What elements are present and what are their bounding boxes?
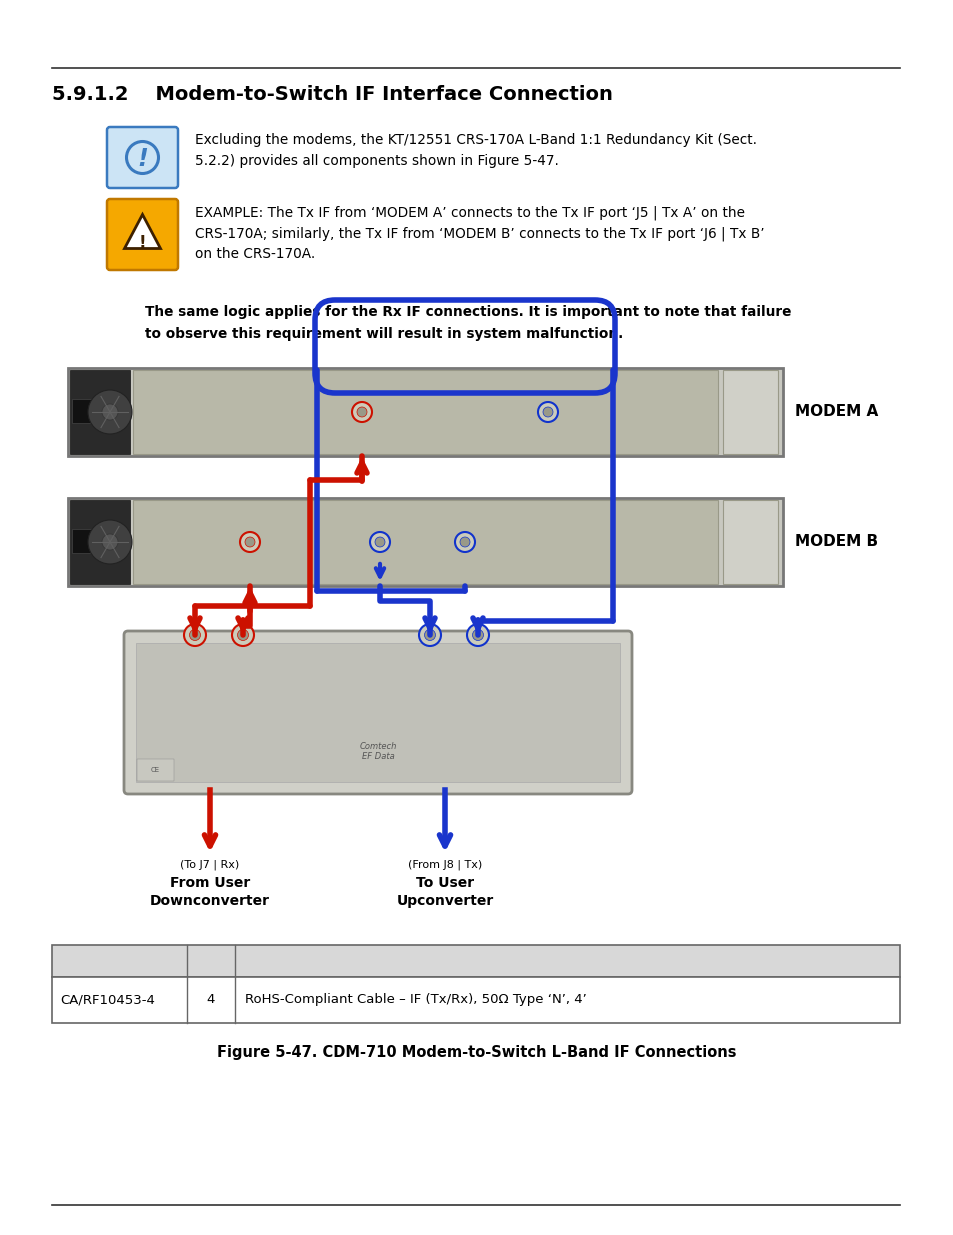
Circle shape	[542, 408, 553, 417]
FancyBboxPatch shape	[68, 368, 782, 456]
Circle shape	[245, 537, 254, 547]
Text: MODEM A: MODEM A	[794, 405, 878, 420]
FancyBboxPatch shape	[52, 945, 899, 977]
Circle shape	[356, 408, 367, 417]
FancyBboxPatch shape	[132, 370, 718, 454]
Circle shape	[88, 390, 132, 433]
Circle shape	[232, 624, 253, 646]
Circle shape	[424, 630, 435, 641]
Polygon shape	[125, 215, 160, 248]
FancyBboxPatch shape	[68, 498, 782, 585]
Text: EXAMPLE: The Tx IF from ‘MODEM A’ connects to the Tx IF port ‘J5 | Tx A’ on the
: EXAMPLE: The Tx IF from ‘MODEM A’ connec…	[194, 205, 763, 261]
Circle shape	[190, 630, 200, 641]
Circle shape	[240, 532, 260, 552]
Text: !: !	[138, 233, 146, 252]
Circle shape	[127, 142, 158, 173]
Text: RoHS-Compliant Cable – IF (Tx/Rx), 50Ω Type ‘N’, 4’: RoHS-Compliant Cable – IF (Tx/Rx), 50Ω T…	[245, 993, 586, 1007]
Circle shape	[418, 624, 440, 646]
FancyBboxPatch shape	[52, 977, 899, 1023]
Circle shape	[184, 624, 206, 646]
Text: !: !	[137, 147, 148, 170]
Circle shape	[370, 532, 390, 552]
FancyBboxPatch shape	[71, 529, 91, 553]
Text: To User
Upconverter: To User Upconverter	[395, 876, 493, 909]
Text: (To J7 | Rx): (To J7 | Rx)	[180, 860, 239, 871]
Circle shape	[102, 404, 118, 420]
FancyBboxPatch shape	[70, 370, 130, 454]
Text: MODEM B: MODEM B	[794, 535, 877, 550]
FancyBboxPatch shape	[107, 199, 178, 270]
Text: From User
Downconverter: From User Downconverter	[150, 876, 270, 909]
Circle shape	[88, 520, 132, 564]
Text: The same logic applies for the Rx IF connections. It is important to note that f: The same logic applies for the Rx IF con…	[145, 305, 791, 341]
Circle shape	[237, 630, 248, 641]
FancyBboxPatch shape	[70, 500, 130, 584]
Text: Excluding the modems, the KT/12551 CRS-170A L-Band 1:1 Redundancy Kit (Sect.
5.2: Excluding the modems, the KT/12551 CRS-1…	[194, 133, 757, 168]
Text: Comtech
EF Data: Comtech EF Data	[359, 741, 396, 761]
Circle shape	[102, 534, 118, 550]
FancyBboxPatch shape	[107, 127, 178, 188]
FancyBboxPatch shape	[722, 370, 778, 454]
Text: 5.9.1.2    Modem-to-Switch IF Interface Connection: 5.9.1.2 Modem-to-Switch IF Interface Con…	[52, 85, 612, 104]
Text: (From J8 | Tx): (From J8 | Tx)	[408, 860, 481, 871]
FancyBboxPatch shape	[132, 500, 718, 584]
Circle shape	[375, 537, 385, 547]
Text: Figure 5-47. CDM-710 Modem-to-Switch L-Band IF Connections: Figure 5-47. CDM-710 Modem-to-Switch L-B…	[217, 1045, 736, 1060]
FancyBboxPatch shape	[136, 643, 619, 782]
Circle shape	[537, 403, 558, 422]
Text: CA/RF10453-4: CA/RF10453-4	[60, 993, 154, 1007]
FancyBboxPatch shape	[71, 399, 91, 424]
FancyBboxPatch shape	[124, 631, 631, 794]
Circle shape	[455, 532, 475, 552]
Text: CE: CE	[151, 767, 159, 773]
FancyBboxPatch shape	[722, 500, 778, 584]
Circle shape	[467, 624, 489, 646]
Circle shape	[472, 630, 483, 641]
Circle shape	[352, 403, 372, 422]
FancyBboxPatch shape	[137, 760, 173, 781]
Text: 4: 4	[207, 993, 215, 1007]
Circle shape	[459, 537, 470, 547]
